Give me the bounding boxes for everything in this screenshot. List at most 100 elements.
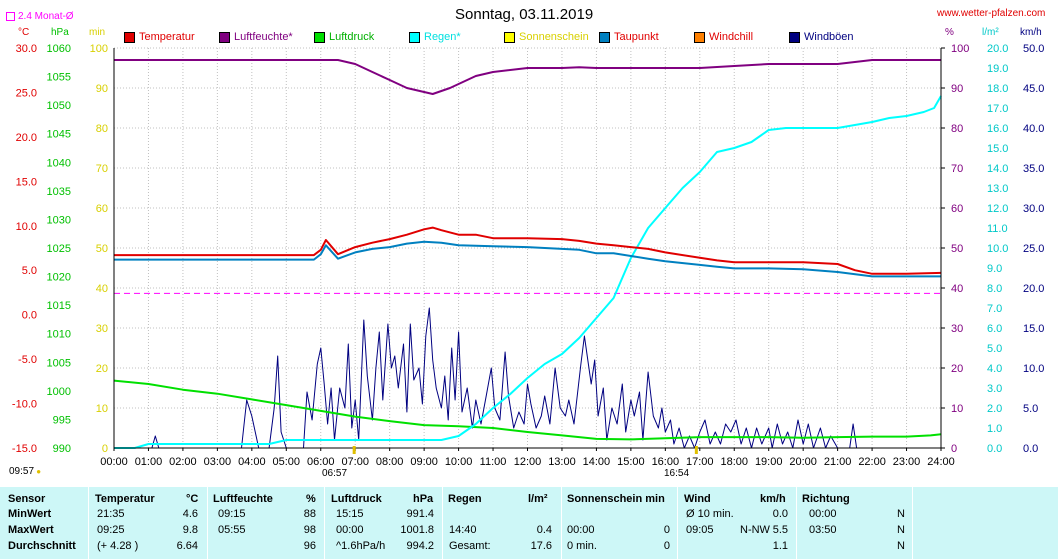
series-line-luftdruck [113, 379, 942, 441]
tick-label-x: 03:00 [204, 456, 232, 468]
tick-label-percent: 80 [951, 123, 963, 135]
sun-marker [694, 446, 698, 454]
tick-label-pressure: 1055 [47, 72, 71, 84]
table-cell-temp-val: 4.6 [182, 508, 198, 520]
tick-label-x: 18:00 [720, 456, 748, 468]
tick-label-x: 00:00 [100, 456, 128, 468]
tick-label-wind: 30.0 [1023, 203, 1044, 215]
header-rain-unit: l/m² [528, 493, 548, 505]
table-divider [796, 487, 797, 559]
tick-label-rain: 5.0 [987, 343, 1002, 355]
tick-label-x: 06:00 [307, 456, 335, 468]
table-cell-label: Durchschnitt [8, 540, 76, 552]
tick-label-rain: 1.0 [987, 423, 1002, 435]
tick-label-x: 23:00 [893, 456, 921, 468]
tick-label-x: 12:00 [514, 456, 542, 468]
tick-label-percent: 50 [951, 243, 963, 255]
tick-label-pressure: 1025 [47, 243, 71, 255]
tick-label-rain: 16.0 [987, 123, 1008, 135]
tick-label-pressure: 1010 [47, 329, 71, 341]
tick-label-percent: 100 [951, 43, 969, 55]
series-line-regen [114, 95, 942, 449]
tick-label-minutes: 0 [102, 443, 108, 455]
table-cell-label: MinWert [8, 508, 52, 520]
unit-wind: km/h [1020, 27, 1042, 38]
header-press: Luftdruck [331, 493, 382, 505]
tick-label-x: 24:00 [927, 456, 955, 468]
unit-temp: °C [18, 27, 30, 38]
tick-label-rain: 3.0 [987, 383, 1002, 395]
tick-label-temp: 20.0 [16, 132, 37, 144]
tick-label-rain: 2.0 [987, 403, 1002, 415]
tick-label-pressure: 1000 [47, 386, 71, 398]
tick-label-rain: 13.0 [987, 183, 1008, 195]
table-cell-rain-val: 17.6 [530, 540, 552, 552]
series-line-windböen [114, 307, 941, 449]
table-cell-wind-val: 0.0 [772, 508, 788, 520]
time-mark-mid: 06:57 [322, 468, 348, 479]
tick-label-minutes: 60 [96, 203, 108, 215]
tick-label-x: 07:00 [341, 456, 369, 468]
tick-label-pressure: 1050 [47, 100, 71, 112]
tick-label-rain: 4.0 [987, 363, 1002, 375]
tick-label-minutes: 80 [96, 123, 108, 135]
tick-label-temp: 5.0 [22, 265, 37, 277]
header-rain: Regen [448, 493, 482, 505]
table-cell-temp-val: 6.64 [176, 540, 198, 552]
tick-label-rain: 8.0 [987, 283, 1002, 295]
legend-label: Windchill [709, 31, 754, 43]
tick-label-x: 10:00 [445, 456, 473, 468]
unit-minutes: min [89, 27, 106, 38]
weather-chart: 30.0 25.0 20.0 15.0 10.0 5.0 0.0 -5.0 -10.0 -15.0… [12, 43, 1045, 468]
tick-label-wind: 50.0 [1023, 43, 1044, 55]
series-line-temperatur [114, 226, 942, 275]
table-cell-hum-time: 09:15 [218, 508, 246, 520]
legend-swatch [409, 31, 420, 43]
tick-label-pressure: 1035 [47, 186, 71, 198]
site-link[interactable]: www.wetter-pfalzen.com [937, 8, 1046, 19]
legend-label: Regen* [424, 31, 461, 43]
tick-label-wind: 15.0 [1023, 323, 1044, 335]
legend-item-luftfeuchte: Luftfeuchte* [219, 31, 293, 43]
table-cell-hum-time: 05:55 [218, 524, 246, 536]
unit-percent: % [945, 27, 954, 38]
tick-label-pressure: 1015 [47, 300, 71, 312]
legend-item-regen: Regen* [409, 31, 461, 43]
tick-label-pressure: 1060 [47, 43, 71, 55]
tick-label-x: 14:00 [583, 456, 611, 468]
tick-label-temp: -15.0 [12, 443, 37, 455]
tick-label-temp: -10.0 [12, 399, 37, 411]
tick-label-x: 21:00 [824, 456, 852, 468]
legend-swatch [314, 31, 325, 43]
table-cell-press-time: 00:00 [336, 524, 364, 536]
tick-label-x: 19:00 [755, 456, 783, 468]
tick-label-wind: 45.0 [1023, 83, 1044, 95]
tick-label-rain: 12.0 [987, 203, 1008, 215]
tick-label-temp: -5.0 [18, 354, 37, 366]
table-cell-dir-time: 00:00 [809, 508, 837, 520]
table-cell-temp-val: 9.8 [182, 524, 198, 536]
tick-label-minutes: 30 [96, 323, 108, 335]
legend-swatch [599, 31, 610, 43]
tick-label-minutes: 100 [90, 43, 108, 55]
header-wind-unit: km/h [760, 493, 786, 505]
header-dir: Richtung [802, 493, 850, 505]
time-mark-right: 16:54 [664, 468, 690, 479]
table-cell-wind-time: Ø 10 min. [686, 508, 734, 520]
table-cell-press-val: 994.2 [406, 540, 434, 552]
table-cell-wind-val: 5.5 [772, 524, 788, 536]
time-mark-left: 09:57 ● [9, 466, 41, 477]
tick-label-temp: 10.0 [16, 221, 37, 233]
tick-label-percent: 0 [951, 443, 957, 455]
tick-label-rain: 18.0 [987, 83, 1008, 95]
tick-label-percent: 40 [951, 283, 963, 295]
legend-item-taupunkt: Taupunkt [599, 31, 659, 43]
legend-item-sonnenschein: Sonnenschein [504, 31, 589, 43]
unit-rain: l/m² [982, 27, 999, 38]
legend-label: Taupunkt [614, 31, 659, 43]
tick-label-rain: 14.0 [987, 163, 1008, 175]
table-cell-sun-time: 0 min. [567, 540, 597, 552]
legend-label: Windböen [804, 31, 854, 43]
table-cell-press-val: 1001.8 [400, 524, 434, 536]
tick-label-x: 20:00 [789, 456, 817, 468]
